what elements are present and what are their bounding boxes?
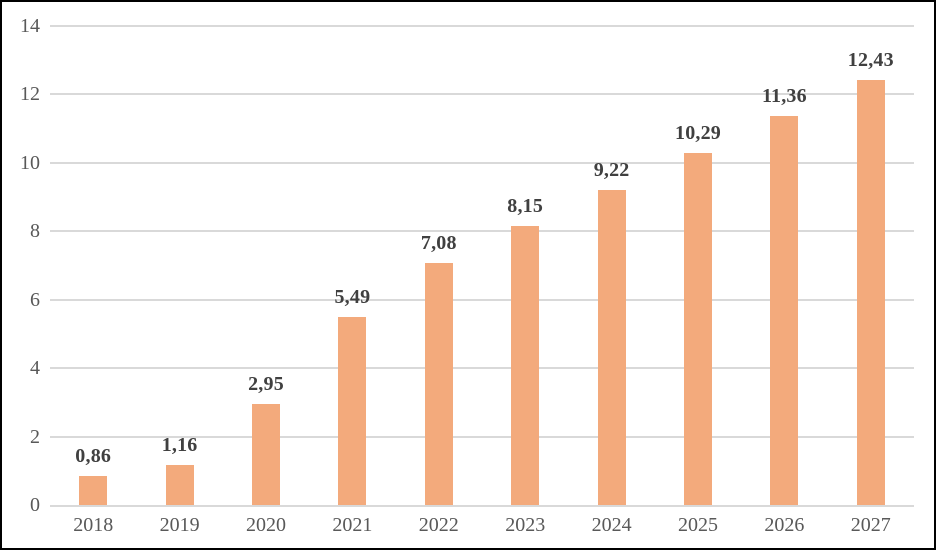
bar-2022	[424, 262, 453, 505]
x-tick-label: 2020	[245, 514, 286, 536]
gridline	[50, 230, 914, 233]
x-tick-label: 2022	[418, 514, 459, 536]
y-tick-label: 8	[30, 220, 40, 243]
x-tick-label: 2021	[332, 514, 373, 536]
bar-2020	[252, 404, 280, 505]
bar-value-label: 12,43	[847, 48, 894, 71]
bar-value-label: 8,15	[507, 195, 544, 218]
bar-value-label: 5,49	[334, 286, 371, 309]
bar-value-label: 0,86	[75, 444, 112, 467]
y-tick-label: 10	[20, 151, 40, 174]
gridline	[50, 505, 914, 507]
plot-area: 0,86 1,16 2,95 5,49 7,08 8,15 9,22 10,29 11,36 12…	[50, 25, 914, 507]
y-tick-label: 12	[20, 83, 40, 106]
gridline	[50, 25, 914, 27]
y-tick-label: 6	[30, 288, 40, 311]
bar-value-label: 10,29	[675, 121, 721, 144]
y-tick-label: 4	[30, 357, 40, 380]
x-tick-label: 2025	[677, 514, 718, 536]
bar-value-label: 9,22	[593, 158, 630, 181]
y-tick-label: 2	[30, 425, 40, 448]
gridline	[50, 367, 914, 370]
bar-value-label: 1,16	[161, 434, 198, 457]
bar-2019	[165, 465, 194, 505]
bar-2027	[856, 79, 885, 505]
gridline	[50, 161, 914, 164]
gridline	[50, 298, 914, 301]
bar-2025	[684, 152, 712, 505]
x-tick-label: 2027	[850, 514, 891, 536]
x-tick-label: 2026	[764, 514, 805, 536]
bar-value-label: 11,36	[761, 85, 807, 108]
y-tick-label: 0	[30, 494, 40, 516]
bar-2023	[511, 226, 540, 505]
x-tick-label: 2018	[73, 514, 114, 536]
bar-2024	[597, 189, 626, 505]
gridline	[50, 93, 914, 96]
x-tick-label: 2024	[591, 514, 632, 536]
bar-value-label: 2,95	[248, 373, 284, 396]
gridline	[50, 435, 914, 438]
bar-value-label: 7,08	[420, 231, 457, 254]
x-tick-label: 2023	[505, 514, 546, 536]
bar-2026	[770, 116, 799, 505]
bar-2021	[338, 317, 367, 505]
bar-2018	[79, 475, 108, 505]
x-tick-label: 2019	[159, 514, 200, 536]
y-tick-label: 14	[20, 15, 40, 37]
